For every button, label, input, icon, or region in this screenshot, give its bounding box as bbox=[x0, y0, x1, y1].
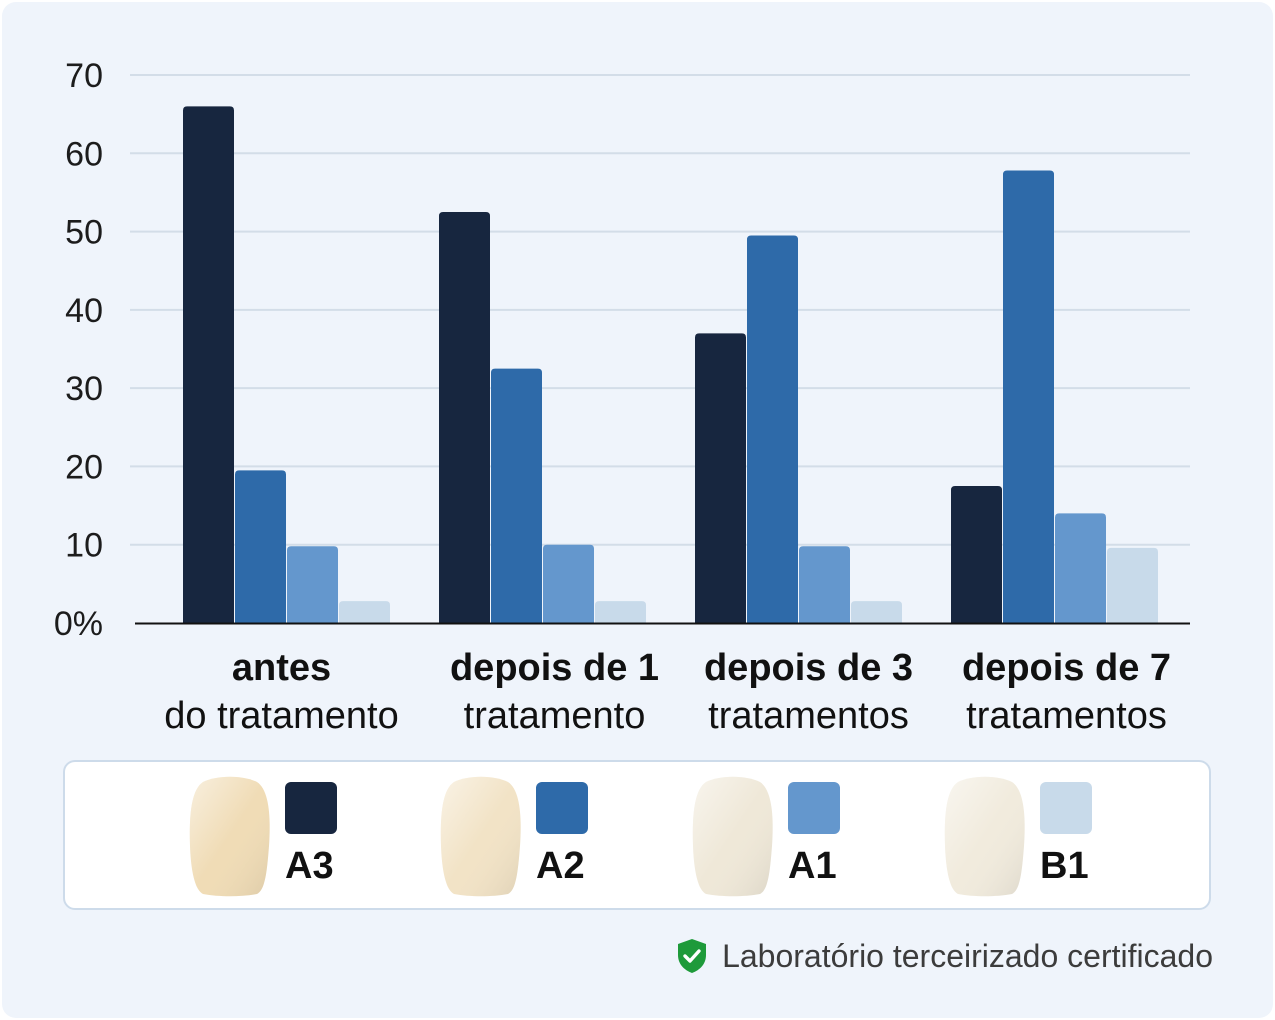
y-tick-label: 50 bbox=[65, 214, 103, 252]
legend-item-a3: A3 bbox=[185, 762, 425, 908]
bar-a3-3 bbox=[951, 486, 1002, 623]
bar-a1-3 bbox=[1055, 513, 1106, 623]
legend: A3 A2 bbox=[63, 760, 1211, 910]
legend-label-a2: A2 bbox=[536, 845, 585, 887]
y-tick-label: 20 bbox=[65, 448, 103, 486]
category-label-line2: do tratamento bbox=[164, 695, 398, 737]
bar-a3-0 bbox=[183, 106, 234, 624]
x-axis-categories: antes do tratamento depois de 1 tratamento d… bbox=[164, 647, 1171, 737]
bar-b1-1 bbox=[595, 601, 646, 623]
bar-b1-3 bbox=[1107, 547, 1158, 623]
y-tick-label: 10 bbox=[65, 527, 103, 565]
bar-b1-2 bbox=[851, 601, 902, 623]
bar-a2-0 bbox=[235, 470, 286, 623]
legend-swatch-a1 bbox=[788, 782, 840, 834]
legend-item-a1: A1 bbox=[688, 762, 928, 908]
legend-item-b1: B1 bbox=[940, 762, 1180, 908]
certification-note: Laboratório terceirizado certificado bbox=[676, 936, 1213, 976]
grid-lines bbox=[130, 74, 1190, 546]
bars bbox=[183, 106, 1158, 624]
legend-item-a2: A2 bbox=[436, 762, 676, 908]
bar-a2-2 bbox=[747, 235, 798, 623]
legend-label-a3: A3 bbox=[285, 845, 334, 887]
category-label-line1: depois de 7 bbox=[962, 647, 1171, 689]
bar-a1-0 bbox=[287, 546, 338, 623]
y-axis-ticks: 0% 10 20 30 40 50 60 70 bbox=[54, 57, 103, 643]
certification-text: Laboratório terceirizado certificado bbox=[722, 937, 1213, 974]
bar-a2-1 bbox=[491, 368, 542, 623]
tooth-icon bbox=[944, 776, 1025, 897]
bar-chart: 0% 10 20 30 40 50 60 70 antes do tratamento depoi… bbox=[54, 57, 1190, 737]
category-label-line1: depois de 1 bbox=[450, 647, 659, 689]
y-tick-label: 40 bbox=[65, 292, 103, 330]
legend-swatch-a2 bbox=[536, 782, 588, 834]
category-label-line2: tratamento bbox=[464, 695, 646, 737]
tooth-icon bbox=[692, 776, 773, 897]
y-tick-label: 0% bbox=[54, 605, 103, 643]
y-tick-label: 60 bbox=[65, 135, 103, 173]
y-tick-label: 30 bbox=[65, 370, 103, 408]
shield-check-icon bbox=[678, 939, 707, 973]
bar-a2-3 bbox=[1003, 170, 1054, 623]
legend-swatch-a3 bbox=[285, 782, 337, 834]
bar-a3-1 bbox=[439, 212, 490, 623]
category-label-line2: tratamentos bbox=[708, 695, 909, 737]
bar-a1-1 bbox=[543, 544, 594, 623]
legend-swatch-b1 bbox=[1040, 782, 1092, 834]
tooth-icon bbox=[440, 776, 521, 897]
bar-a3-2 bbox=[695, 333, 746, 623]
bar-a1-2 bbox=[799, 546, 850, 623]
bar-b1-0 bbox=[339, 601, 390, 623]
tooth-icon bbox=[189, 776, 270, 897]
legend-label-b1: B1 bbox=[1040, 845, 1089, 887]
category-label-line1: depois de 3 bbox=[704, 647, 913, 689]
y-tick-label: 70 bbox=[65, 57, 103, 95]
category-label-line2: tratamentos bbox=[966, 695, 1167, 737]
category-label-line1: antes bbox=[232, 647, 331, 689]
legend-label-a1: A1 bbox=[788, 845, 837, 887]
